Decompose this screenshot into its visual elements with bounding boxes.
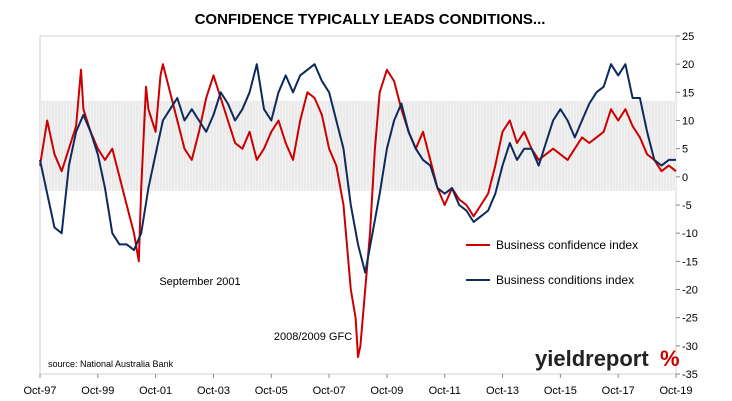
x-tick-label: Oct-19: [659, 385, 692, 397]
plot-area: [39, 35, 677, 375]
annotation-gfc: 2008/2009 GFC: [274, 331, 352, 343]
x-tick-label: Oct-03: [197, 385, 230, 397]
annotation-september-2001: September 2001: [159, 276, 240, 288]
y-axis: 25 20 15 10 5 0 -5 -10 -15 -20 -25 -30 -35: [676, 31, 698, 381]
source-note: source: National Australia Bank: [48, 359, 174, 369]
series-group: [39, 63, 677, 359]
x-tick-label: Oct-17: [602, 385, 635, 397]
shaded-band: [40, 100, 676, 191]
legend-label-confidence: Business confidence index: [496, 238, 638, 252]
y-tick-label: 0: [682, 172, 688, 184]
series-line-conditions: [39, 63, 676, 274]
x-tick-label: Oct-15: [544, 385, 577, 397]
y-tick-label: 5: [682, 144, 688, 156]
series-line-confidence: [39, 63, 677, 359]
x-tick-label: Oct-09: [370, 385, 403, 397]
y-tick-label: 10: [682, 116, 694, 128]
logo-percent-icon: %: [660, 346, 680, 371]
legend-label-conditions: Business conditions index: [496, 273, 634, 287]
y-tick-label: 15: [682, 87, 694, 99]
chart-title: CONFIDENCE TYPICALLY LEADS CONDITIONS...: [195, 11, 546, 28]
y-tick-label: -30: [682, 341, 698, 353]
y-tick-label: -35: [682, 369, 698, 381]
x-tick-label: Oct-05: [255, 385, 288, 397]
x-tick-label: Oct-07: [313, 385, 346, 397]
x-tick-label: Oct-99: [81, 385, 114, 397]
y-tick-label: -25: [682, 313, 698, 325]
logo-text: yieldreport: [535, 346, 649, 371]
legend: Business confidence index Business condi…: [466, 238, 638, 287]
y-tick-label: 20: [682, 59, 694, 71]
x-tick-label: Oct-13: [486, 385, 519, 397]
x-tick-label: Oct-11: [429, 385, 461, 397]
y-tick-label: 25: [682, 31, 694, 43]
y-tick-label: -20: [682, 285, 698, 297]
y-tick-label: -15: [682, 256, 698, 268]
y-tick-label: -5: [682, 200, 692, 212]
x-axis: Oct-97 Oct-99 Oct-01 Oct-03 Oct-05 Oct-07 Oct-…: [23, 374, 693, 397]
x-tick-label: Oct-01: [139, 385, 172, 397]
y-tick-label: -10: [682, 228, 698, 240]
yieldreport-logo: yieldreport %: [535, 346, 680, 371]
x-tick-label: Oct-97: [23, 385, 56, 397]
